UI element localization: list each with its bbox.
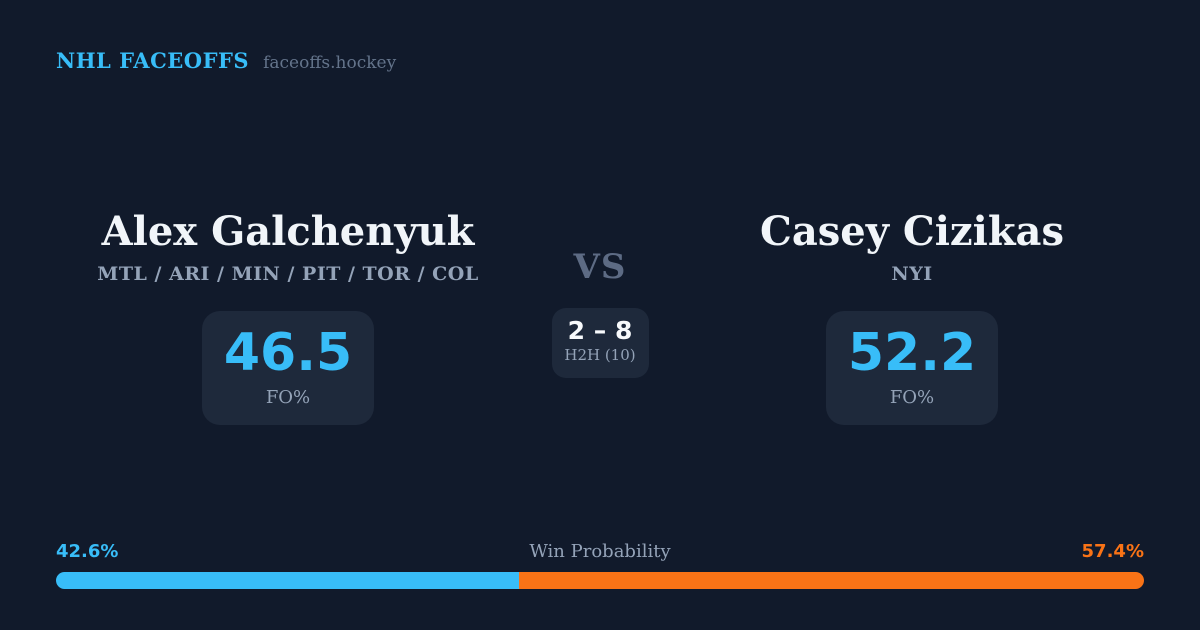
win-probability-fill-right bbox=[519, 572, 1144, 589]
player-right-faceoff-label: FO% bbox=[889, 386, 935, 408]
win-probability-title: Win Probability bbox=[529, 541, 671, 562]
player-left-name: Alex Galchenyuk bbox=[101, 208, 475, 255]
player-right-faceoff-card: 52.2 FO% bbox=[826, 311, 998, 425]
player-right-name: Casey Cizikas bbox=[760, 208, 1064, 255]
brand-site-url: faceoffs.hockey bbox=[263, 53, 397, 73]
player-left-faceoff-value: 46.5 bbox=[223, 323, 353, 383]
head-to-head-label: H2H (10) bbox=[564, 345, 636, 364]
brand-title: NHL FACEOFFS bbox=[56, 48, 250, 73]
win-probability-section: 42.6% Win Probability 57.4% bbox=[56, 541, 1144, 589]
player-left-teams: MTL / ARI / MIN / PIT / TOR / COL bbox=[97, 263, 479, 285]
vs-label: VS bbox=[573, 247, 627, 287]
win-probability-bar bbox=[56, 572, 1144, 589]
head-to-head-card: 2 – 8 H2H (10) bbox=[551, 308, 649, 378]
player-right-faceoff-value: 52.2 bbox=[847, 323, 977, 383]
win-probability-fill-left bbox=[56, 572, 520, 589]
win-probability-left-pct: 42.6% bbox=[56, 541, 119, 562]
player-left-faceoff-label: FO% bbox=[265, 386, 311, 408]
player-right-teams: NYI bbox=[891, 263, 933, 285]
versus-panel: VS 2 – 8 H2H (10) bbox=[520, 210, 680, 378]
header: NHL FACEOFFS faceoffs.hockey bbox=[56, 48, 396, 73]
win-probability-right-pct: 57.4% bbox=[1081, 541, 1144, 562]
win-probability-labels: 42.6% Win Probability 57.4% bbox=[56, 541, 1144, 562]
player-panel-left: Alex Galchenyuk MTL / ARI / MIN / PIT / … bbox=[56, 210, 520, 425]
player-left-faceoff-card: 46.5 FO% bbox=[202, 311, 374, 425]
player-panel-right: Casey Cizikas NYI 52.2 FO% bbox=[680, 210, 1144, 425]
head-to-head-score: 2 – 8 bbox=[567, 316, 633, 345]
